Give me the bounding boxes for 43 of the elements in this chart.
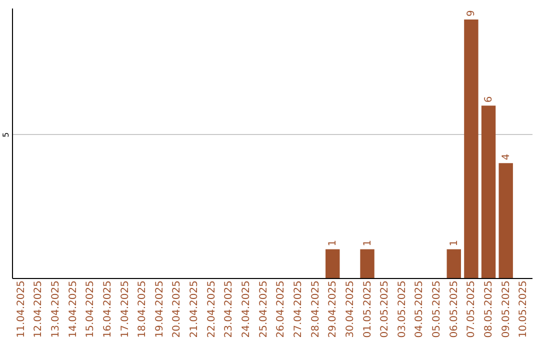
x-tick-label: 29.04.2025 (328, 280, 339, 338)
x-tick-label: 09.05.2025 (500, 280, 512, 338)
data-label: 1 (362, 240, 374, 246)
data-label: 1 (328, 240, 339, 246)
x-tick-label: 24.04.2025 (241, 280, 252, 338)
x-tick-label: 12.04.2025 (33, 280, 44, 338)
data-label: 9 (466, 10, 478, 16)
x-tick-label: 07.05.2025 (466, 280, 478, 338)
bar (464, 19, 478, 278)
x-tick-label: 03.05.2025 (396, 280, 408, 338)
x-tick-label: 14.04.2025 (68, 280, 79, 338)
x-tick-label: 10.05.2025 (518, 280, 530, 338)
x-tick-label: 18.04.2025 (137, 280, 148, 338)
data-label: 1 (448, 240, 460, 246)
x-tick-label: 05.05.2025 (432, 280, 443, 338)
bar (360, 249, 374, 278)
x-tick-label: 23.04.2025 (224, 280, 235, 338)
x-tick-label: 02.05.2025 (380, 280, 391, 338)
data-label: 4 (500, 154, 512, 160)
x-tick-label: 17.04.2025 (120, 280, 131, 338)
x-tick-label: 13.04.2025 (50, 280, 62, 338)
bar (481, 106, 496, 278)
bar (326, 249, 340, 278)
x-tick-label: 30.04.2025 (344, 280, 356, 338)
x-tick-label: 01.05.2025 (362, 280, 374, 338)
x-tick-label: 28.04.2025 (310, 280, 322, 338)
x-tick-label: 11.04.2025 (16, 280, 27, 338)
bar (446, 249, 461, 278)
x-tick-label: 21.04.2025 (189, 280, 200, 338)
x-tick-label: 19.04.2025 (154, 280, 166, 338)
bar (498, 163, 513, 278)
x-tick-label: 04.05.2025 (414, 280, 426, 338)
x-tick-label: 06.05.2025 (448, 280, 460, 338)
x-tick-label: 16.04.2025 (102, 280, 114, 338)
data-label: 6 (484, 96, 495, 103)
x-tick-label: 22.04.2025 (206, 280, 218, 338)
x-tick-label: 20.04.2025 (172, 280, 183, 338)
x-tick-label: 08.05.2025 (484, 280, 495, 338)
x-tick-label: 25.04.2025 (258, 280, 270, 338)
x-tick-label: 27.04.2025 (292, 280, 304, 338)
x-tick-label: 26.04.2025 (276, 280, 287, 338)
y-tick-label: 5 (2, 132, 10, 138)
x-tick-label: 15.04.2025 (85, 280, 96, 338)
